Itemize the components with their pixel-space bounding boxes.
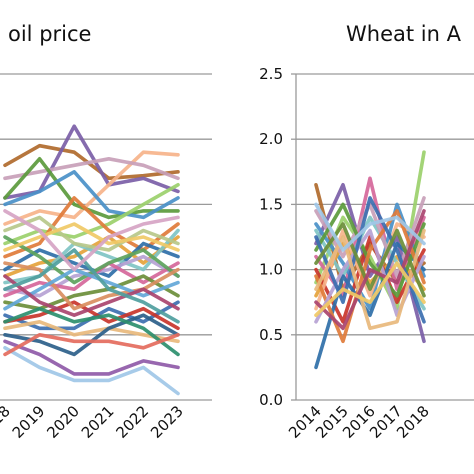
oil-price-series-line-28 <box>3 209 180 272</box>
oil-price-series-line-20 <box>3 345 180 396</box>
oil-price-series-line-23 <box>3 215 180 252</box>
oil-price-series-line-16 <box>3 300 180 331</box>
oil-price-title: oil price <box>8 22 91 46</box>
oil-price-series-line-22 <box>3 261 180 311</box>
wheat-y-tick-label: 0.5 <box>259 326 283 344</box>
wheat-y-tick-label: 2.5 <box>259 65 283 83</box>
wheat-panel: Wheat in A 0.0 0.5 1.0 1.5 2.0 2.5 2014201520… <box>259 22 474 442</box>
oil-price-series-line-29 <box>3 306 180 357</box>
oil-price-x-tick-label: 2021 <box>78 402 118 442</box>
oil-price-series-line-21 <box>3 235 180 285</box>
oil-price-series-line-27 <box>3 248 180 324</box>
oil-price-x-tick-label: 2020 <box>43 402 83 442</box>
oil-price-series-line-1 <box>3 143 180 181</box>
oil-price-series <box>3 124 180 396</box>
oil-price-x-tick-label: 2022 <box>112 402 152 442</box>
wheat-series-line-16 <box>314 228 426 331</box>
oil-price-series-line-7 <box>3 183 180 246</box>
wheat-y-tick-label: 1.0 <box>259 261 283 279</box>
wheat-y-tick-label: 0.0 <box>259 391 283 409</box>
wheat-y-tick-label: 2.0 <box>259 130 283 148</box>
oil-price-x-tick-label: 2023 <box>147 402 187 442</box>
oil-price-series-line-4 <box>3 157 180 181</box>
oil-price-series-line-6 <box>3 170 180 220</box>
oil-price-series-line-30 <box>3 332 180 357</box>
wheat-title: Wheat in A <box>346 22 462 46</box>
oil-price-x-tick-label: 2018 <box>0 402 14 442</box>
wheat-series-line-20 <box>314 261 426 318</box>
wheat-series-line-18 <box>314 209 426 331</box>
wheat-series-line-19 <box>314 202 426 252</box>
wheat-y-tick-label: 1.5 <box>259 195 283 213</box>
oil-price-series-line-25 <box>3 274 180 318</box>
oil-price-series-line-14 <box>3 274 180 311</box>
oil-price-series-line-19 <box>3 339 180 376</box>
oil-price-series-line-3 <box>3 150 180 226</box>
wheat-y-tick-labels: 0.0 0.5 1.0 1.5 2.0 2.5 <box>259 65 283 409</box>
oil-price-x-tick-label: 2019 <box>9 402 49 442</box>
oil-price-series-line-17 <box>3 319 180 344</box>
oil-price-series-line-5 <box>3 157 180 220</box>
wheat-series <box>314 150 426 370</box>
oil-price-series-line-26 <box>3 222 180 252</box>
